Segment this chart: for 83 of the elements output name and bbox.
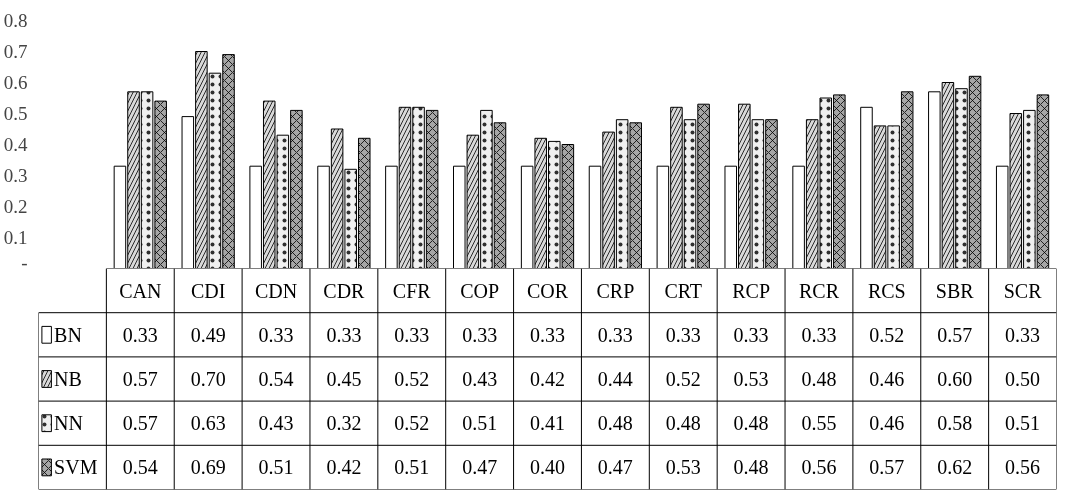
y-tick-label: 0.1 xyxy=(3,227,28,248)
data-label: 0.41 xyxy=(530,412,565,435)
data-label: 0.44 xyxy=(597,368,633,390)
x-tick-label: SCR xyxy=(1003,279,1043,302)
data-label: 0.57 xyxy=(937,323,973,346)
data-label: 0.33 xyxy=(394,323,430,346)
data-label: 0.51 xyxy=(462,412,498,435)
x-tick-label: CDR xyxy=(323,279,366,302)
data-label: 0.60 xyxy=(937,368,973,390)
data-label: 0.69 xyxy=(190,456,226,479)
data-label: 0.33 xyxy=(801,323,837,346)
legend-label: NB xyxy=(54,368,82,390)
data-label: 0.48 xyxy=(801,368,837,390)
data-label: 0.51 xyxy=(1005,412,1041,435)
data-label: 0.53 xyxy=(665,456,701,479)
data-label: 0.49 xyxy=(190,323,226,346)
data-label: 0.58 xyxy=(937,412,973,435)
data-label: 0.43 xyxy=(462,368,498,390)
data-label: 0.52 xyxy=(665,368,701,390)
data-label: 0.33 xyxy=(462,323,498,346)
x-tick-label: CFR xyxy=(392,279,432,302)
data-label: 0.51 xyxy=(258,456,294,479)
data-label: 0.33 xyxy=(1005,323,1041,346)
data-label: 0.48 xyxy=(733,456,769,479)
data-label: 0.48 xyxy=(665,412,701,435)
data-label: 0.56 xyxy=(1005,456,1041,479)
data-label: 0.54 xyxy=(122,456,158,479)
data-label: 0.51 xyxy=(394,456,430,479)
x-tick-label: CRT xyxy=(664,279,703,302)
data-label: 0.33 xyxy=(326,323,362,346)
data-label: 0.40 xyxy=(530,456,565,479)
data-label: 0.33 xyxy=(530,323,565,346)
y-tick-label: 0.8 xyxy=(3,10,28,31)
data-label: 0.55 xyxy=(801,412,837,435)
y-tick-label: 0.3 xyxy=(3,165,28,186)
y-tick-label: 0.4 xyxy=(3,134,28,155)
data-label: 0.43 xyxy=(258,412,294,435)
x-tick-label: RCS xyxy=(867,279,906,302)
legend-label: NN xyxy=(54,412,83,435)
data-label: 0.52 xyxy=(394,368,430,390)
data-label: 0.33 xyxy=(733,323,769,346)
legend-label: SVM xyxy=(54,456,98,479)
x-tick-label: RCR xyxy=(798,279,840,302)
x-tick-label: SBR xyxy=(935,279,975,302)
data-label: 0.33 xyxy=(597,323,633,346)
data-label: 0.56 xyxy=(801,456,837,479)
data-label: 0.33 xyxy=(122,323,158,346)
data-label: 0.50 xyxy=(1005,368,1041,390)
data-label: 0.45 xyxy=(326,368,362,390)
data-label: 0.33 xyxy=(665,323,701,346)
data-label: 0.54 xyxy=(258,368,294,390)
x-tick-label: COR xyxy=(526,279,569,302)
x-tick-label: RCP xyxy=(732,279,771,302)
data-label: 0.48 xyxy=(733,412,769,435)
legend-label: BN xyxy=(54,323,82,346)
x-tick-label: CRP xyxy=(596,279,635,302)
data-label: 0.42 xyxy=(326,456,362,479)
data-label: 0.52 xyxy=(394,412,430,435)
data-label: 0.47 xyxy=(597,456,633,479)
x-tick-label: COP xyxy=(460,279,500,302)
data-label: 0.47 xyxy=(462,456,498,479)
data-label: 0.42 xyxy=(530,368,565,390)
x-tick-label: CDI xyxy=(190,279,226,302)
data-label: 0.57 xyxy=(869,456,905,479)
data-label: 0.63 xyxy=(190,412,226,435)
x-tick-label: CDN xyxy=(254,279,298,302)
y-tick-label: 0.2 xyxy=(3,196,28,217)
y-tick-label: 0.7 xyxy=(3,41,28,62)
data-label: 0.48 xyxy=(597,412,633,435)
y-tick-label: 0.5 xyxy=(3,103,28,124)
data-label: 0.46 xyxy=(869,368,905,390)
data-label: 0.62 xyxy=(937,456,973,479)
data-label: 0.57 xyxy=(122,412,158,435)
data-label: 0.33 xyxy=(258,323,294,346)
data-label: 0.57 xyxy=(122,368,158,390)
y-tick-label: - xyxy=(21,251,28,273)
data-label: 0.52 xyxy=(869,323,905,346)
x-tick-label: CAN xyxy=(119,279,162,302)
data-label: 0.46 xyxy=(869,412,905,435)
data-label: 0.70 xyxy=(190,368,226,390)
data-label: 0.32 xyxy=(326,412,362,435)
y-tick-label: 0.6 xyxy=(3,72,28,93)
data-label: 0.53 xyxy=(733,368,769,390)
